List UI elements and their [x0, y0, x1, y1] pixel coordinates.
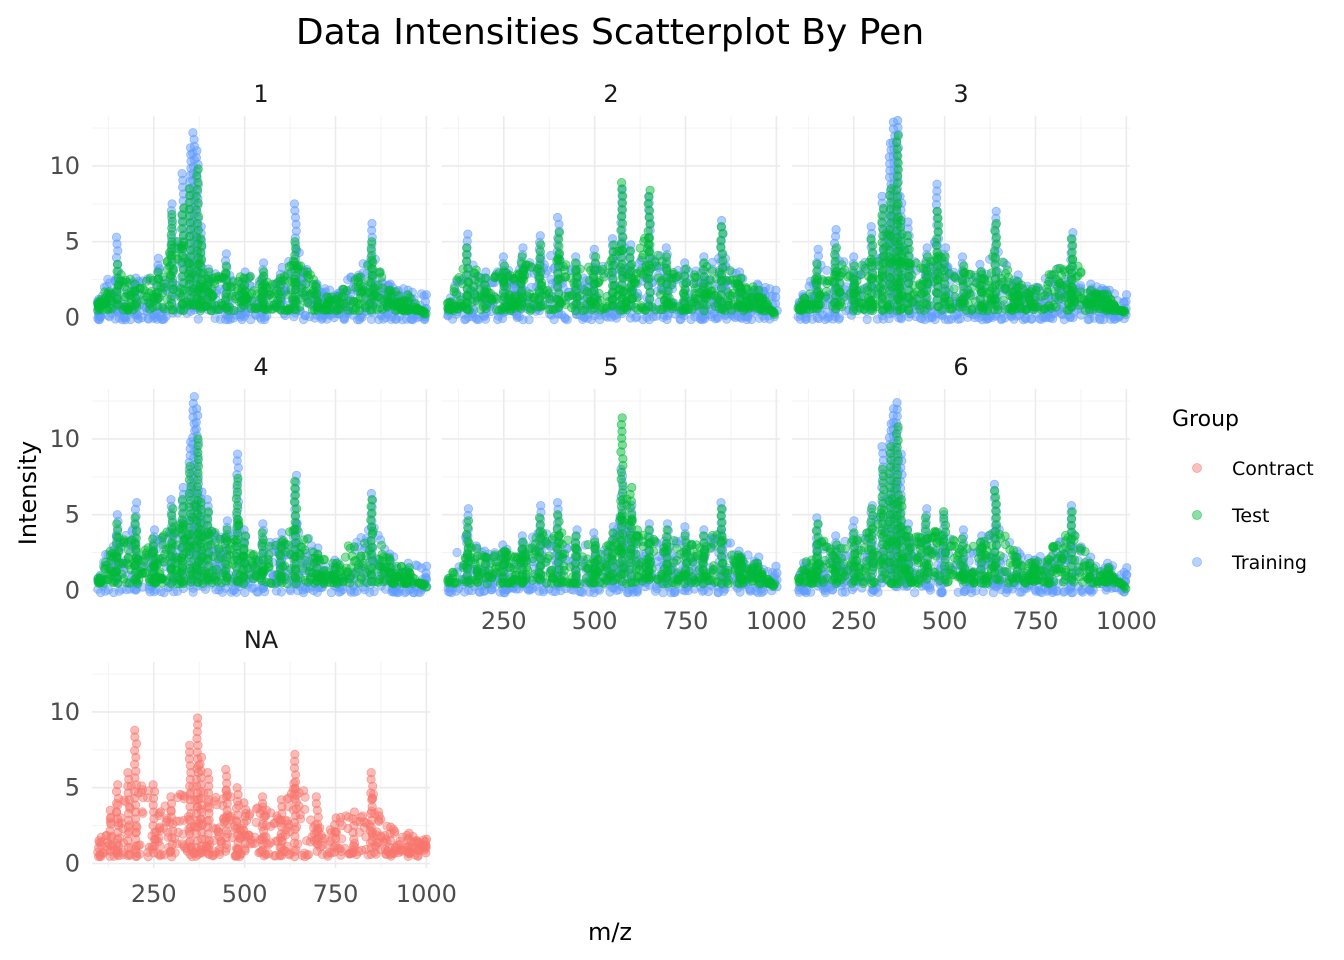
scatter-point	[404, 303, 414, 313]
scatter-point	[1109, 314, 1120, 324]
scatter-point	[169, 587, 179, 597]
scatter-point	[820, 585, 830, 596]
scatter-point	[159, 587, 169, 598]
scatter-point	[113, 300, 123, 310]
scatter-point	[837, 587, 847, 597]
scatter-point	[137, 312, 147, 323]
scatter-point	[632, 587, 643, 597]
scatter-point	[301, 286, 311, 296]
scatter-point	[936, 588, 946, 598]
scatter-point	[184, 299, 194, 310]
scatter-point	[746, 585, 756, 595]
scatter-points	[92, 115, 1132, 862]
scatter-point	[215, 314, 225, 324]
scatter-point	[402, 314, 412, 324]
scatter-point	[276, 587, 286, 597]
scatter-point	[275, 300, 285, 310]
scatter-point	[493, 314, 503, 325]
scatter-point	[686, 314, 696, 325]
scatter-point	[946, 314, 957, 324]
scatter-point	[1045, 313, 1056, 323]
scatter-point	[697, 315, 708, 325]
scatter-point	[202, 301, 212, 311]
scatter-point	[377, 272, 387, 282]
scatter-point	[1076, 586, 1086, 596]
scatter-point	[354, 314, 365, 325]
scatter-point	[1009, 314, 1019, 324]
scatter-point	[221, 302, 232, 312]
scatter-point	[1021, 313, 1031, 324]
scatter-point	[658, 588, 668, 598]
scatter-point	[220, 314, 231, 325]
scatter-point	[710, 314, 721, 324]
chart-title: Data Intensities Scatterplot By Pen	[296, 12, 924, 53]
scatter-point	[623, 587, 634, 598]
scatter-point	[524, 315, 534, 325]
scatter-point	[313, 302, 323, 313]
scatter-point	[320, 284, 330, 294]
scatter-point	[1059, 586, 1070, 596]
scatter-point	[867, 587, 877, 597]
scatter-point	[352, 314, 363, 325]
scatter-point	[953, 587, 963, 597]
scatter-point	[300, 310, 310, 320]
scatter-point	[119, 312, 130, 323]
scatter-point	[105, 278, 115, 288]
scatter-point	[122, 277, 132, 287]
scatter-point	[259, 314, 270, 325]
scatter-point	[246, 315, 256, 325]
scatter-point	[978, 586, 988, 597]
facet-panels	[92, 116, 1130, 868]
series-test-facet-2	[442, 178, 780, 319]
scatter-point	[577, 587, 588, 598]
scatter-point	[291, 305, 301, 315]
scatter-point	[152, 301, 162, 311]
scatter-point	[1059, 314, 1069, 325]
scatter-point	[670, 587, 680, 597]
scatter-point	[323, 292, 333, 303]
scatter-point	[144, 288, 154, 298]
scatter-point	[303, 273, 314, 283]
scatter-point	[374, 314, 384, 325]
scatter-point	[589, 588, 599, 598]
scatter-point	[349, 587, 359, 597]
scatter-point	[352, 296, 362, 306]
scatter-point	[460, 314, 470, 325]
scatter-point	[258, 301, 268, 311]
scatter-point	[239, 300, 249, 310]
scatter-point	[211, 272, 221, 282]
scatter-point	[159, 314, 169, 324]
scatter-point	[355, 272, 365, 282]
scatter-point	[1047, 587, 1058, 598]
scatter-point	[167, 305, 177, 315]
scatter-point	[225, 314, 235, 324]
scatter-point	[418, 307, 428, 317]
scatter-point	[94, 304, 105, 314]
scatter-point	[1084, 314, 1095, 324]
scatter-point	[130, 299, 141, 310]
scatter-point	[862, 314, 872, 325]
scatter-point	[384, 299, 395, 309]
scatter-point	[472, 314, 482, 325]
scatter-point	[799, 585, 809, 596]
scatter-point	[367, 305, 377, 315]
scatter-point	[910, 587, 920, 598]
scatter-point	[338, 284, 349, 294]
scatter-point	[100, 287, 110, 297]
scatter-point	[452, 547, 462, 558]
scatter-point	[193, 314, 203, 324]
scatter-point	[334, 305, 344, 315]
scatter-point	[122, 285, 132, 295]
